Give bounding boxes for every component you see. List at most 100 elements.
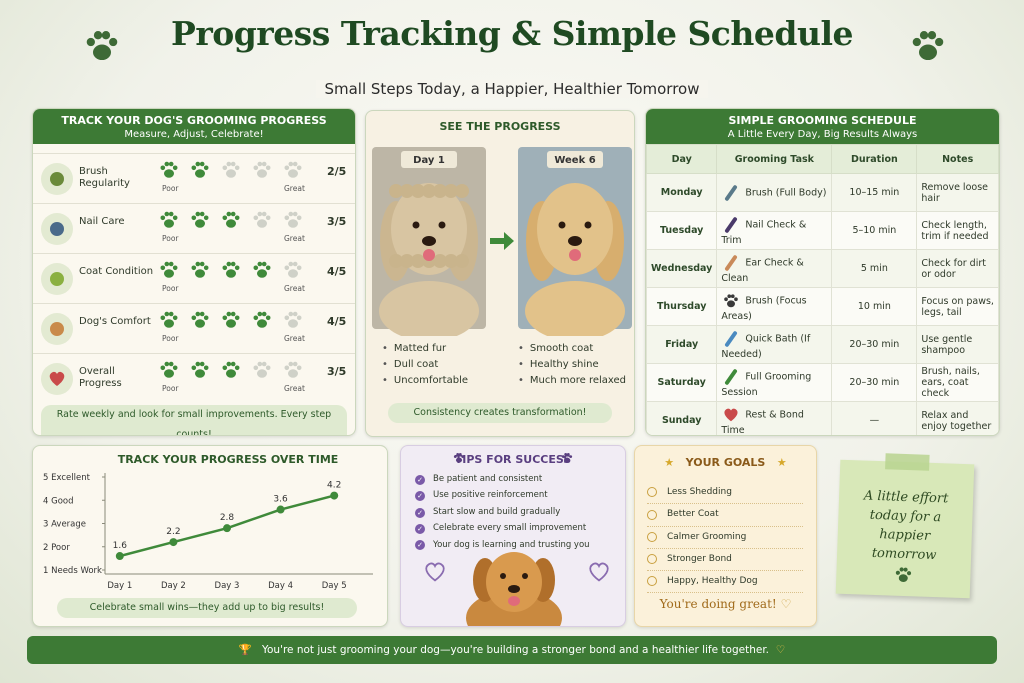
- notes: Check for dirt or odor: [916, 249, 999, 288]
- table-body: Monday Brush (Full Body) 10–15 min Remove l…: [646, 173, 999, 435]
- paw-icon: [561, 453, 573, 463]
- goals-list: Less Shedding Better Coat Calmer Grooming S…: [647, 482, 803, 594]
- column-header: Duration: [831, 144, 918, 174]
- paw-icon: [253, 361, 271, 378]
- progress-point: • Smooth coat: [518, 341, 626, 357]
- paw-icon: [160, 361, 178, 378]
- row-icon: [41, 313, 73, 345]
- duration: 5 min: [831, 249, 918, 288]
- photo-label-bg: [401, 151, 457, 168]
- curl: [400, 254, 414, 268]
- tracker-subtitle: Measure, Adjust, Celebrate!: [124, 129, 264, 140]
- dog-eye: [438, 221, 446, 229]
- paw-rating: [160, 161, 302, 178]
- paw-icon: [253, 211, 271, 228]
- paw-icon: [222, 361, 240, 378]
- row-icon: [41, 213, 73, 245]
- y-tick-label: 3 Average: [43, 520, 86, 530]
- paw-icon: [191, 261, 209, 278]
- dog-head: [486, 552, 542, 612]
- goal-text: Happy, Healthy Dog: [667, 576, 758, 586]
- icon-glyph: [50, 322, 64, 336]
- check-icon: ✓: [415, 474, 425, 485]
- score-label: 2/5: [327, 165, 347, 178]
- value-label: 1.6: [113, 541, 128, 551]
- goals-panel: ★ YOUR GOALS ★ Less Shedding Better Coat C…: [634, 445, 817, 627]
- banner: 🏆 You're not just grooming your dog—you'…: [27, 636, 997, 664]
- paw-icon: [284, 161, 302, 178]
- task-icon: [725, 184, 738, 201]
- bullet: •: [382, 375, 388, 386]
- goal-text: Less Shedding: [667, 487, 732, 497]
- dog-head: [537, 183, 613, 275]
- y-tick-label: 4 Good: [43, 496, 74, 506]
- star: ★: [664, 456, 675, 469]
- tracker-header: TRACK YOUR DOG'S GROOMING PROGRESS Measu…: [33, 109, 355, 144]
- paw-icon: [724, 294, 739, 308]
- notes: Remove loose hair: [916, 173, 999, 212]
- scale-min: Poor: [162, 334, 179, 343]
- after-list: • Smooth coat • Healthy shine • Much more rel…: [518, 341, 626, 389]
- check-icon: ✓: [415, 507, 425, 518]
- tracker-footer: Rate weekly and look for small improveme…: [41, 405, 347, 435]
- progress-title: SEE THE PROGRESS: [439, 120, 561, 133]
- paw-icon: [284, 261, 302, 278]
- tool: [725, 184, 738, 201]
- score-label: 3/5: [327, 215, 347, 228]
- curl: [455, 184, 469, 198]
- row-label: Brush Regularity: [79, 166, 130, 189]
- paw-icon: [222, 311, 240, 328]
- star: ★: [776, 456, 787, 469]
- progress-footer: Consistency creates transformation!: [388, 403, 612, 423]
- paw-icon: [191, 361, 209, 378]
- arrow: [490, 232, 514, 250]
- task: Brush (Full Body): [745, 187, 827, 198]
- task-cell: Rest & Bond Time: [716, 401, 833, 435]
- tip: ✓ Your dog is learning and trusting you: [415, 538, 590, 554]
- goal-checkbox: [647, 487, 657, 498]
- check-icon: ✓: [415, 524, 425, 535]
- goal-text: Better Coat: [667, 509, 719, 520]
- point: [276, 505, 285, 514]
- tracker-title: TRACK YOUR DOG'S GROOMING PROGRESS: [61, 114, 327, 127]
- paw-icon: [191, 161, 209, 178]
- paw-pair: [453, 453, 573, 463]
- task-icon: [725, 331, 738, 347]
- schedule-table: Day Grooming Task Duration Notes Monday Brush…: [646, 144, 999, 435]
- progress-point: • Matted fur: [382, 341, 468, 357]
- icon-glyph: [50, 172, 64, 186]
- tips-list: ✓ Be patient and consistent ✓ Use positive …: [415, 472, 590, 554]
- tip: ✓ Celebrate every small improvement: [415, 521, 590, 537]
- tool: [725, 331, 738, 347]
- tape: [885, 453, 930, 471]
- schedule-title: SIMPLE GROOMING SCHEDULE: [728, 114, 917, 127]
- task-icon: [725, 217, 738, 233]
- row-label: Nail Care: [79, 216, 125, 227]
- tip-text: Celebrate every small improvement: [433, 523, 587, 534]
- value-label: 4.2: [327, 481, 341, 491]
- score-label: 4/5: [327, 265, 347, 278]
- x-tick-label: Day 4: [268, 581, 293, 591]
- heart-icon: [589, 562, 609, 582]
- scale-max: Great: [284, 234, 305, 243]
- scale-min: Poor: [162, 384, 179, 393]
- curl: [389, 184, 403, 198]
- x-tick-label: Day 1: [107, 581, 132, 591]
- curl: [444, 254, 458, 268]
- banner-text: You're not just grooming your dog—you're…: [261, 644, 770, 656]
- trophy-icon: 🏆: [238, 644, 252, 656]
- task-icon: [725, 369, 738, 385]
- bullet: •: [382, 359, 388, 370]
- goal-checkbox: [647, 576, 657, 587]
- schedule-subtitle: A Little Every Day, Big Results Always: [727, 129, 918, 140]
- task-icon: [724, 408, 738, 422]
- subtitle-text: Small Steps Today, a Happier, Healthier …: [316, 80, 708, 98]
- task-icon: [725, 255, 738, 271]
- x-tick-label: Day 3: [215, 581, 240, 591]
- curl: [455, 254, 469, 268]
- task: Nail Check & Trim: [721, 219, 807, 246]
- table-header-row: Day Grooming Task Duration Notes: [646, 144, 999, 174]
- day: Monday: [646, 173, 718, 212]
- x-tick-label: Day 5: [322, 581, 347, 591]
- chart-footer: Celebrate small wins—they add up to big …: [57, 598, 357, 618]
